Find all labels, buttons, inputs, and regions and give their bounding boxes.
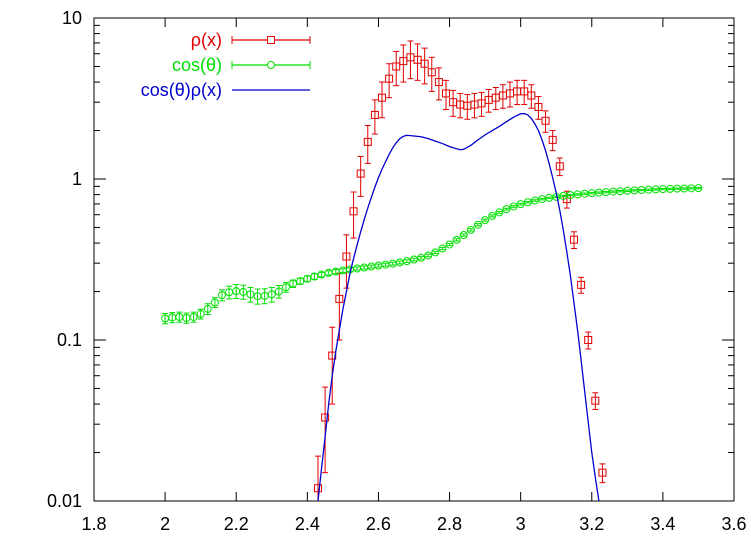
- legend-marker: [267, 36, 275, 44]
- x-tick-label: 2.4: [295, 514, 320, 534]
- data-point: [274, 287, 283, 296]
- series-1: [161, 184, 703, 325]
- data-point: [314, 484, 322, 493]
- data-point: [516, 200, 525, 209]
- data-point: [289, 279, 298, 288]
- axis-tick-labels: 1.8 2 2.2 2.4 2.6 2.8 3 3.2 3.4 3.6 0.01 0.1 1 10: [47, 8, 747, 534]
- data-point: [420, 59, 429, 68]
- data-point: [488, 211, 497, 220]
- data-point: [310, 272, 319, 281]
- data-point: [218, 291, 226, 300]
- plot-frame: [93, 17, 735, 502]
- data-point: [548, 135, 557, 144]
- data-point: [438, 244, 447, 253]
- data-point: [527, 91, 536, 100]
- data-point: [434, 78, 443, 87]
- legend: ρ(x) cos(θ) cos(θ)ρ(x): [141, 30, 311, 100]
- y-tick-label: 10: [62, 8, 82, 28]
- x-tick-label: 1.8: [81, 514, 106, 534]
- data-point: [445, 240, 454, 249]
- series-2: [317, 112, 600, 501]
- data-point: [282, 283, 290, 292]
- data-point: [417, 253, 426, 262]
- data-point: [431, 248, 440, 257]
- data-point: [296, 277, 305, 286]
- data-point: [378, 93, 386, 102]
- data-point: [509, 202, 518, 211]
- data-point: [577, 280, 586, 289]
- x-tick-label: 2.6: [366, 514, 391, 534]
- data-point: [267, 290, 276, 299]
- data-point: [424, 251, 433, 260]
- legend-label: ρ(x): [191, 30, 222, 50]
- data-point: [555, 162, 564, 171]
- y-tick-label: 1: [72, 169, 82, 189]
- data-point: [495, 208, 504, 217]
- y-tick-label: 0.01: [47, 491, 82, 511]
- x-tick-label: 3.6: [721, 514, 746, 534]
- x-tick-label: 3.4: [650, 514, 675, 534]
- x-tick-label: 3: [516, 514, 526, 534]
- data-point: [335, 294, 344, 303]
- data-point: [466, 225, 475, 234]
- y-tick-label: 0.1: [57, 330, 82, 350]
- data-point: [203, 304, 212, 313]
- data-point: [442, 89, 450, 98]
- data-point: [481, 216, 490, 225]
- data-point: [584, 336, 593, 344]
- data-point: [210, 298, 219, 307]
- data-point: [520, 87, 529, 96]
- data-point: [523, 198, 532, 207]
- data-point: [598, 468, 607, 477]
- data-point: [459, 230, 468, 239]
- data-point: [694, 184, 703, 193]
- axis-ticks: [93, 17, 735, 502]
- series-line: [317, 112, 600, 501]
- data-point: [502, 205, 511, 214]
- data-point: [303, 274, 312, 283]
- data-point: [410, 255, 418, 264]
- legend-label: cos(θ)ρ(x): [141, 80, 222, 100]
- data-point: [363, 137, 372, 146]
- data-point: [452, 235, 461, 244]
- data-point: [239, 287, 248, 296]
- data-point: [541, 116, 550, 125]
- x-tick-label: 3.2: [579, 514, 604, 534]
- x-tick-label: 2: [160, 514, 170, 534]
- data-point: [534, 103, 543, 112]
- data-point: [189, 312, 198, 321]
- data-point: [196, 310, 205, 319]
- data-point: [392, 62, 401, 71]
- data-point: [342, 252, 351, 261]
- series-layer: [161, 40, 703, 501]
- legend-label: cos(θ): [172, 55, 222, 75]
- data-point: [570, 235, 578, 244]
- x-tick-label: 2.2: [224, 514, 249, 534]
- data-point: [246, 290, 255, 299]
- x-tick-label: 2.8: [437, 514, 462, 534]
- data-point: [474, 220, 482, 229]
- data-point: [356, 169, 365, 178]
- data-point: [349, 207, 358, 216]
- data-point: [427, 68, 436, 77]
- data-point: [370, 110, 379, 119]
- data-point: [321, 413, 330, 422]
- series-0: [314, 40, 607, 501]
- legend-marker: [267, 61, 275, 69]
- data-point: [385, 74, 394, 83]
- data-point: [591, 396, 600, 405]
